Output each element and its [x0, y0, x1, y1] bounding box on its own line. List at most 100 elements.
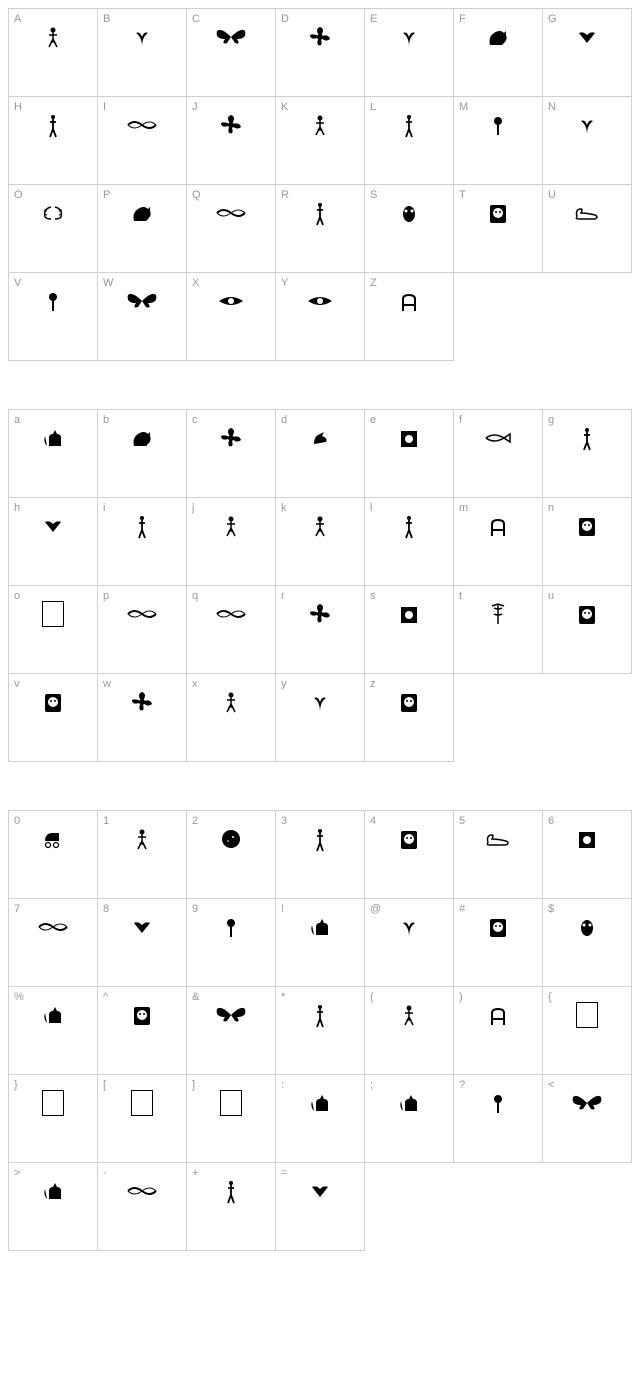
runner-icon — [300, 199, 340, 227]
glyph-cell: 4 — [365, 811, 454, 899]
vine-curl-icon — [567, 111, 607, 139]
glyph-cell: : — [276, 1075, 365, 1163]
cell-label: S — [370, 189, 377, 201]
cartouche-icon — [33, 913, 73, 941]
cell-label: d — [281, 414, 287, 426]
dancer-leap-icon — [300, 512, 340, 540]
glyph-cell: [ — [98, 1075, 187, 1163]
cell-label: ^ — [103, 991, 108, 1003]
glyph-cell: a — [9, 410, 98, 498]
glyph-cell — [543, 273, 632, 361]
plant-stem-icon — [300, 688, 340, 716]
lotus-crown-icon — [211, 111, 251, 139]
glyph-cell: * — [276, 987, 365, 1075]
glyph-cell: E — [365, 9, 454, 97]
creature-stand-icon — [389, 287, 429, 315]
cell-label: c — [192, 414, 198, 426]
swan-icon — [567, 199, 607, 227]
glyph-cell: n — [543, 498, 632, 586]
cell-label: } — [14, 1079, 18, 1091]
moon-circle-icon — [211, 825, 251, 853]
glyph-cell: i — [98, 498, 187, 586]
cell-label: Z — [370, 277, 377, 289]
box-icon — [33, 600, 73, 628]
cell-label: > — [14, 1167, 20, 1179]
cell-label: R — [281, 189, 289, 201]
glyph-cell: e — [365, 410, 454, 498]
cell-label: U — [548, 189, 556, 201]
cell-label: C — [192, 13, 200, 25]
cell-label: 0 — [14, 815, 20, 827]
glyph-cell: { — [543, 987, 632, 1075]
cell-label: m — [459, 502, 468, 514]
walker-icon — [389, 512, 429, 540]
cell-label: # — [459, 903, 465, 915]
glyph-cell: v — [9, 674, 98, 762]
glyph-cell: Y — [276, 273, 365, 361]
cell-label: j — [192, 502, 194, 514]
glyph-cell: N — [543, 97, 632, 185]
coin-portrait-icon — [478, 913, 518, 941]
cell-label: K — [281, 101, 288, 113]
glyph-cell: o — [9, 586, 98, 674]
glyph-cell: 6 — [543, 811, 632, 899]
glyph-cell: H — [9, 97, 98, 185]
cell-label: H — [14, 101, 22, 113]
glyph-cell — [454, 674, 543, 762]
head-feather-icon — [389, 688, 429, 716]
glyph-cell: l — [365, 498, 454, 586]
glyph-cell: D — [276, 9, 365, 97]
scroll-banner-icon — [211, 199, 251, 227]
cell-label: D — [281, 13, 289, 25]
glyph-cell: L — [365, 97, 454, 185]
cell-label: % — [14, 991, 24, 1003]
glyph-cell: u — [543, 586, 632, 674]
cell-label: * — [281, 991, 285, 1003]
cell-label: b — [103, 414, 109, 426]
cat-tail-icon — [33, 1001, 73, 1029]
cell-label: G — [548, 13, 557, 25]
ballerina-icon — [211, 512, 251, 540]
glyph-cell: A — [9, 9, 98, 97]
cell-label: g — [548, 414, 554, 426]
glyph-cell: G — [543, 9, 632, 97]
glyph-cell: r — [276, 586, 365, 674]
flower-spray-icon — [211, 424, 251, 452]
pendant-icon — [478, 1089, 518, 1117]
cell-label: i — [103, 502, 105, 514]
cell-label: M — [459, 101, 468, 113]
glyph-cell: I — [98, 97, 187, 185]
glyph-cell: b — [98, 410, 187, 498]
glyph-cell: % — [9, 987, 98, 1075]
glyph-cell: T — [454, 185, 543, 273]
cell-label: F — [459, 13, 466, 25]
cell-label: @ — [370, 903, 381, 915]
glyph-cell: t — [454, 586, 543, 674]
glyph-cell: y — [276, 674, 365, 762]
figure-thin-icon — [300, 1001, 340, 1029]
figure-dance-icon — [389, 1001, 429, 1029]
cell-label: $ — [548, 903, 554, 915]
cat-reach-icon — [389, 1089, 429, 1117]
glyph-cell — [454, 273, 543, 361]
flower-icon — [300, 23, 340, 51]
cell-label: k — [281, 502, 287, 514]
laurel-wreath-icon — [33, 199, 73, 227]
glyph-cell: = — [276, 1163, 365, 1251]
glyph-cell: V — [9, 273, 98, 361]
tile-flower-icon — [389, 600, 429, 628]
cell-label: Y — [281, 277, 288, 289]
cell-label: ? — [459, 1079, 465, 1091]
glyph-cell: g — [543, 410, 632, 498]
cell-label: v — [14, 678, 20, 690]
cell-label: [ — [103, 1079, 106, 1091]
cell-label: { — [548, 991, 552, 1003]
glyph-cell: S — [365, 185, 454, 273]
glyph-cell: P — [98, 185, 187, 273]
cell-label: s — [370, 590, 376, 602]
glyph-cell: q — [187, 586, 276, 674]
glyph-cell: O — [9, 185, 98, 273]
cell-label: X — [192, 277, 199, 289]
glyph-cell: ? — [454, 1075, 543, 1163]
butterfly-open-icon — [211, 1001, 251, 1029]
